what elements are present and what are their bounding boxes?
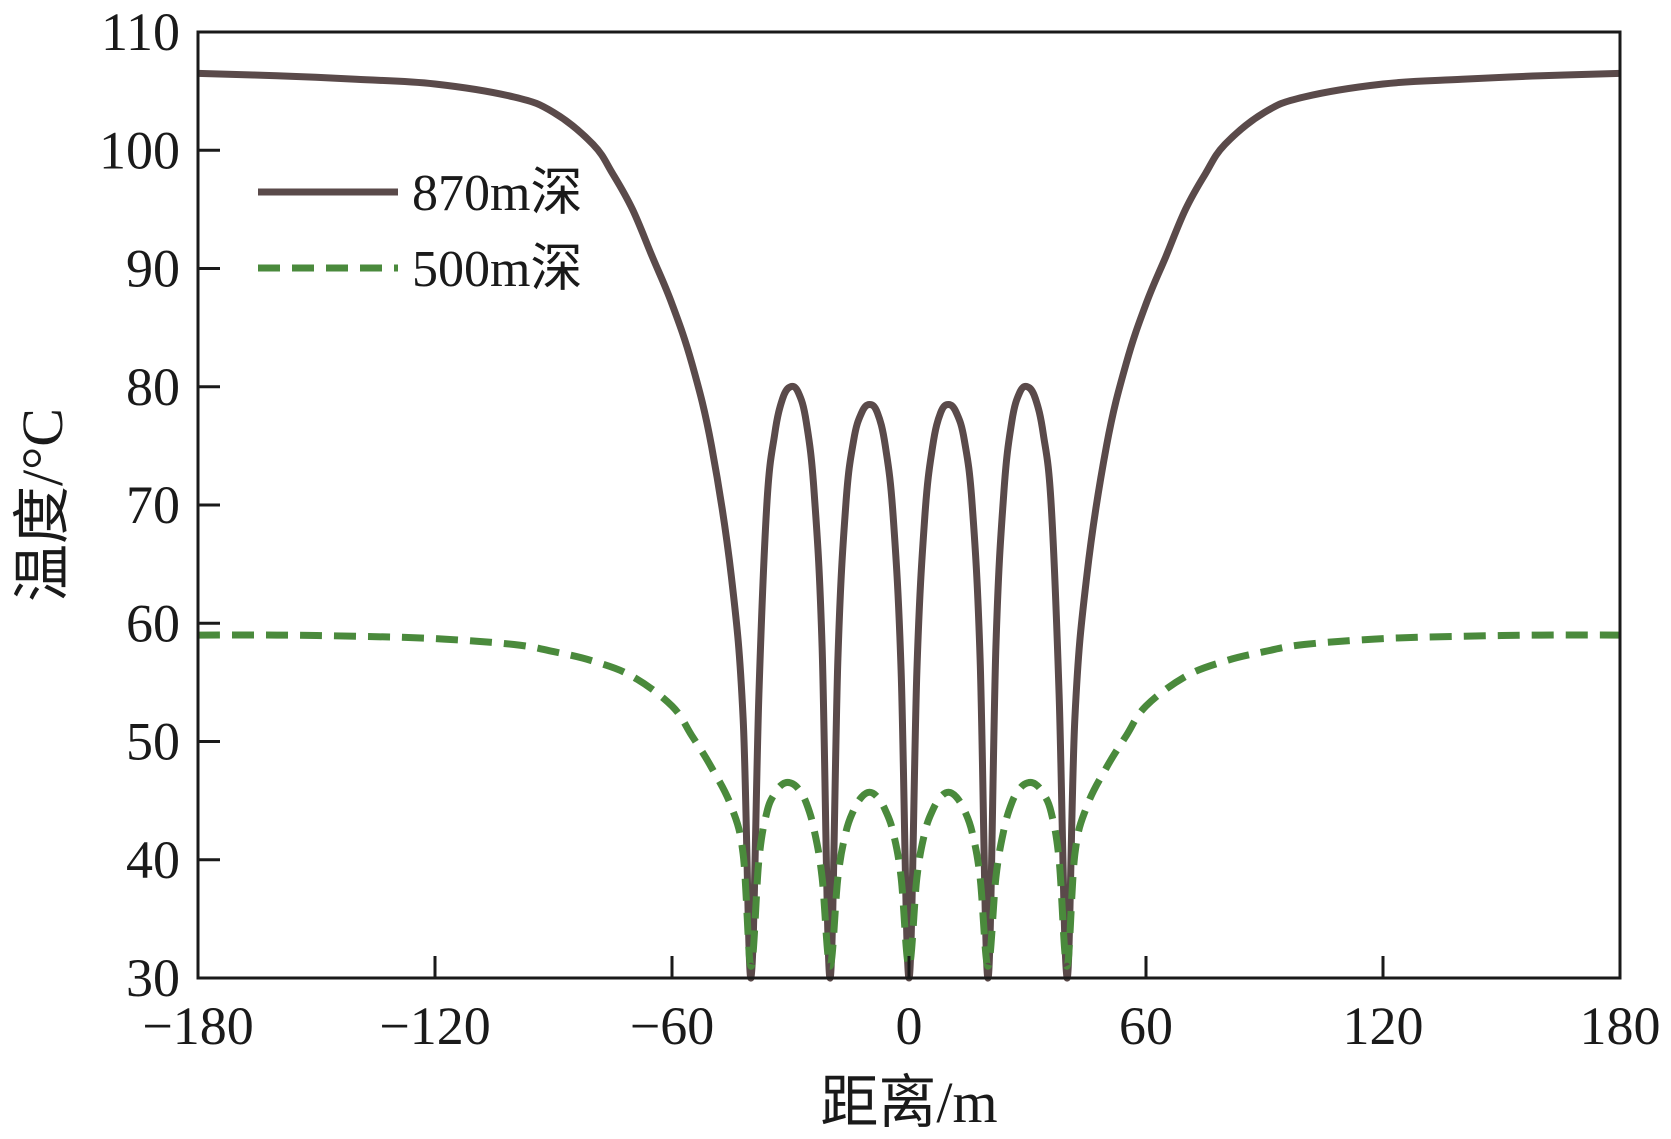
ticks-layer: −180 −120 −60 0 60 120 180 30 40 50 60 70 80 90 100 110: [99, 2, 1661, 1056]
x-tick-label: 180: [1580, 996, 1661, 1056]
x-tick-label: 0: [896, 996, 923, 1056]
y-tick-label: 50: [126, 712, 180, 772]
y-tick-label: 70: [126, 475, 180, 535]
y-tick-label: 100: [99, 120, 180, 180]
y-tick-label: 60: [126, 593, 180, 653]
legend: 870m深 500m深: [258, 165, 582, 298]
y-tick-label: 110: [101, 2, 180, 62]
y-tick-label: 80: [126, 357, 180, 417]
y-tick-label: 40: [126, 830, 180, 890]
y-tick-label: 90: [126, 239, 180, 299]
x-tick-label: 60: [1119, 996, 1173, 1056]
y-tick-label: 30: [126, 948, 180, 1008]
x-axis-label: 距离/m: [820, 1070, 997, 1135]
x-tick-label: −120: [379, 996, 490, 1056]
y-axis-label: 温度/°C: [10, 408, 75, 602]
legend-label-870m: 870m深: [412, 165, 582, 222]
x-tick-label: −180: [142, 996, 253, 1056]
x-tick-label: −60: [630, 996, 714, 1056]
x-tick-label: 120: [1343, 996, 1424, 1056]
legend-label-500m: 500m深: [412, 241, 582, 298]
